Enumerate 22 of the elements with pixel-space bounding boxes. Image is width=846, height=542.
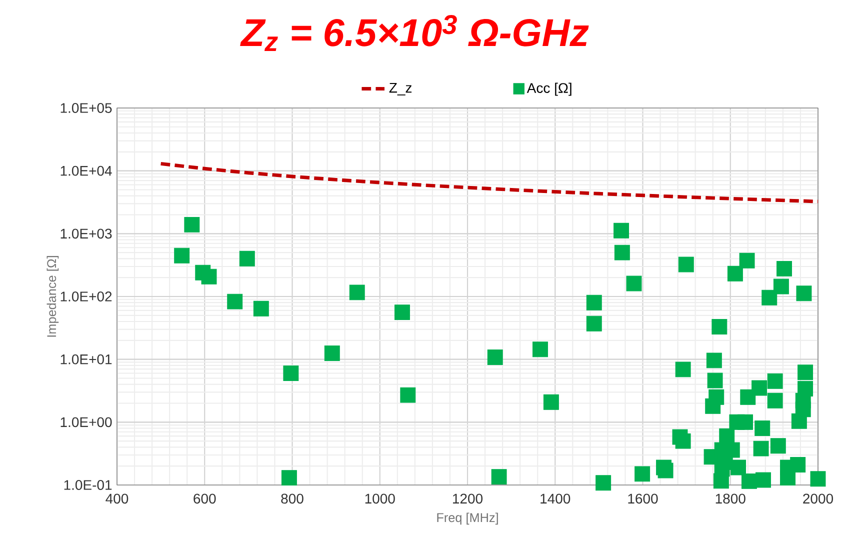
y-tick-label: 1.0E+02 — [60, 292, 112, 302]
x-axis-title: Freq [MHz] — [437, 512, 498, 525]
y-tick-label: 1.0E+04 — [60, 166, 112, 176]
legend-label: Z_z — [389, 82, 412, 96]
y-tick-label: 1.0E+05 — [60, 103, 112, 113]
x-tick-label: 400 — [106, 494, 128, 504]
legend-label: Acc [Ω] — [526, 82, 572, 96]
x-tick-label: 1000 — [365, 494, 395, 504]
x-tick-label: 1600 — [628, 494, 658, 504]
y-tick-label: 1.0E+03 — [60, 228, 112, 239]
x-tick-label: 1800 — [716, 494, 746, 504]
y-tick-label: 1.0E+01 — [60, 354, 112, 364]
x-tick-label: 1200 — [453, 494, 483, 504]
x-tick-label: 800 — [281, 494, 304, 504]
line-series — [159, 162, 820, 204]
y-axis-title: Impedance [Ω] — [46, 256, 59, 337]
chart-title: Z$_{z}$ = 6.5×10$^{3}$ Ω-GHz — [240, 15, 589, 51]
y-tick-label: 1.0E-01 — [64, 480, 112, 490]
y-tick-label: 1.0E+00 — [60, 417, 112, 428]
x-tick-label: 2000 — [803, 494, 834, 504]
x-tick-label: 1400 — [540, 494, 570, 504]
x-tick-label: 600 — [194, 494, 216, 504]
